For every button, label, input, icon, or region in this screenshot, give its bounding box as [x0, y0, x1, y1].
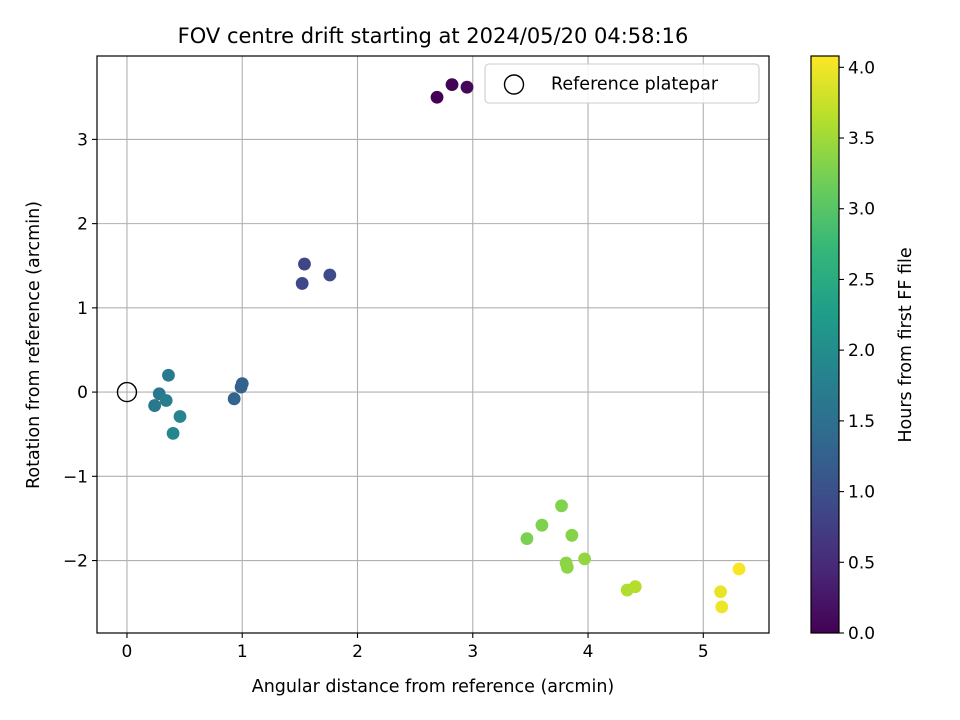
- scatter-point-23: [628, 580, 642, 594]
- x-axis-label: Angular distance from reference (arcmin): [252, 677, 615, 697]
- y-axis-label: Rotation from reference (arcmin): [24, 201, 44, 489]
- legend-label-reference: Reference platepar: [551, 75, 719, 95]
- colorbar-gradient: [811, 56, 839, 633]
- scatter-point-11: [162, 368, 175, 382]
- scatter-point-4: [295, 277, 309, 290]
- colorbar-tick-label-0: 0.0: [848, 624, 875, 644]
- chart-title: FOV centre drift starting at 2024/05/20 …: [178, 24, 689, 48]
- scatter-point-12: [159, 394, 173, 407]
- legend-box: [484, 63, 760, 104]
- grid-layer: [97, 56, 769, 633]
- scatter-point-8: [227, 392, 241, 406]
- scatter-point-3: [298, 257, 311, 271]
- scatter-point-14: [166, 426, 180, 440]
- x-tick-label-1: 1: [237, 642, 248, 662]
- scatter-point-21: [578, 552, 591, 566]
- scatter-point-5: [323, 268, 337, 282]
- scatter-point-26: [732, 562, 746, 576]
- scatter-point-16: [535, 518, 549, 532]
- scatter-point-18: [565, 528, 579, 542]
- x-tick-label-2: 2: [352, 642, 363, 662]
- scatter-point-10: [148, 399, 162, 412]
- colorbar-layer: 0.0 0.5 1.0 1.5 2.0 2.5 3.0 3.5 4.0: [810, 55, 875, 644]
- y-tick-label-5: 3: [77, 130, 88, 150]
- colorbar-tick-label-6: 3.0: [848, 200, 875, 220]
- axes-layer: 0 1 2 3 4 5 −2 −1 0 1 2 3: [63, 55, 770, 662]
- colorbar-tick-label-2: 1.0: [848, 483, 875, 503]
- scatter-point-17: [555, 499, 568, 513]
- y-tick-label-3: 1: [77, 299, 88, 319]
- x-tick-label-0: 0: [122, 642, 133, 662]
- scatter-point-15: [520, 532, 534, 546]
- colorbar-tick-label-3: 1.5: [848, 412, 875, 432]
- colorbar-tick-label-4: 2.0: [848, 341, 875, 361]
- x-tick-label-4: 4: [583, 642, 594, 662]
- scatter-point-25: [715, 600, 729, 614]
- y-tick-label-2: 0: [77, 383, 88, 403]
- colorbar-frame: [810, 55, 840, 634]
- reference-platepar-marker: [116, 381, 138, 403]
- scatter-point-20: [560, 560, 574, 574]
- scatter-point-7: [234, 380, 248, 394]
- y-tick-label-0: −2: [63, 552, 88, 572]
- x-tick-label-5: 5: [698, 642, 709, 662]
- colorbar-tick-label-7: 3.5: [848, 129, 875, 149]
- legend-layer: Reference platepar: [484, 63, 760, 104]
- scatter-point-13: [173, 410, 187, 423]
- plot-frame: [96, 55, 770, 634]
- colorbar-label: Hours from first FF file: [896, 247, 916, 442]
- y-tick-label-4: 2: [77, 215, 88, 235]
- legend-marker-reference: [503, 74, 525, 95]
- y-tick-label-1: −1: [63, 467, 88, 487]
- points-layer: [116, 78, 746, 614]
- scatter-point-2: [460, 80, 474, 94]
- colorbar-tick-label-8: 4.0: [848, 58, 875, 78]
- scatter-point-24: [714, 585, 727, 599]
- colorbar-tick-label-1: 0.5: [848, 553, 875, 573]
- x-tick-label-3: 3: [467, 642, 478, 662]
- scatter-point-0: [430, 90, 444, 104]
- scatter-point-1: [445, 78, 459, 92]
- colorbar-tick-label-5: 2.5: [848, 270, 875, 290]
